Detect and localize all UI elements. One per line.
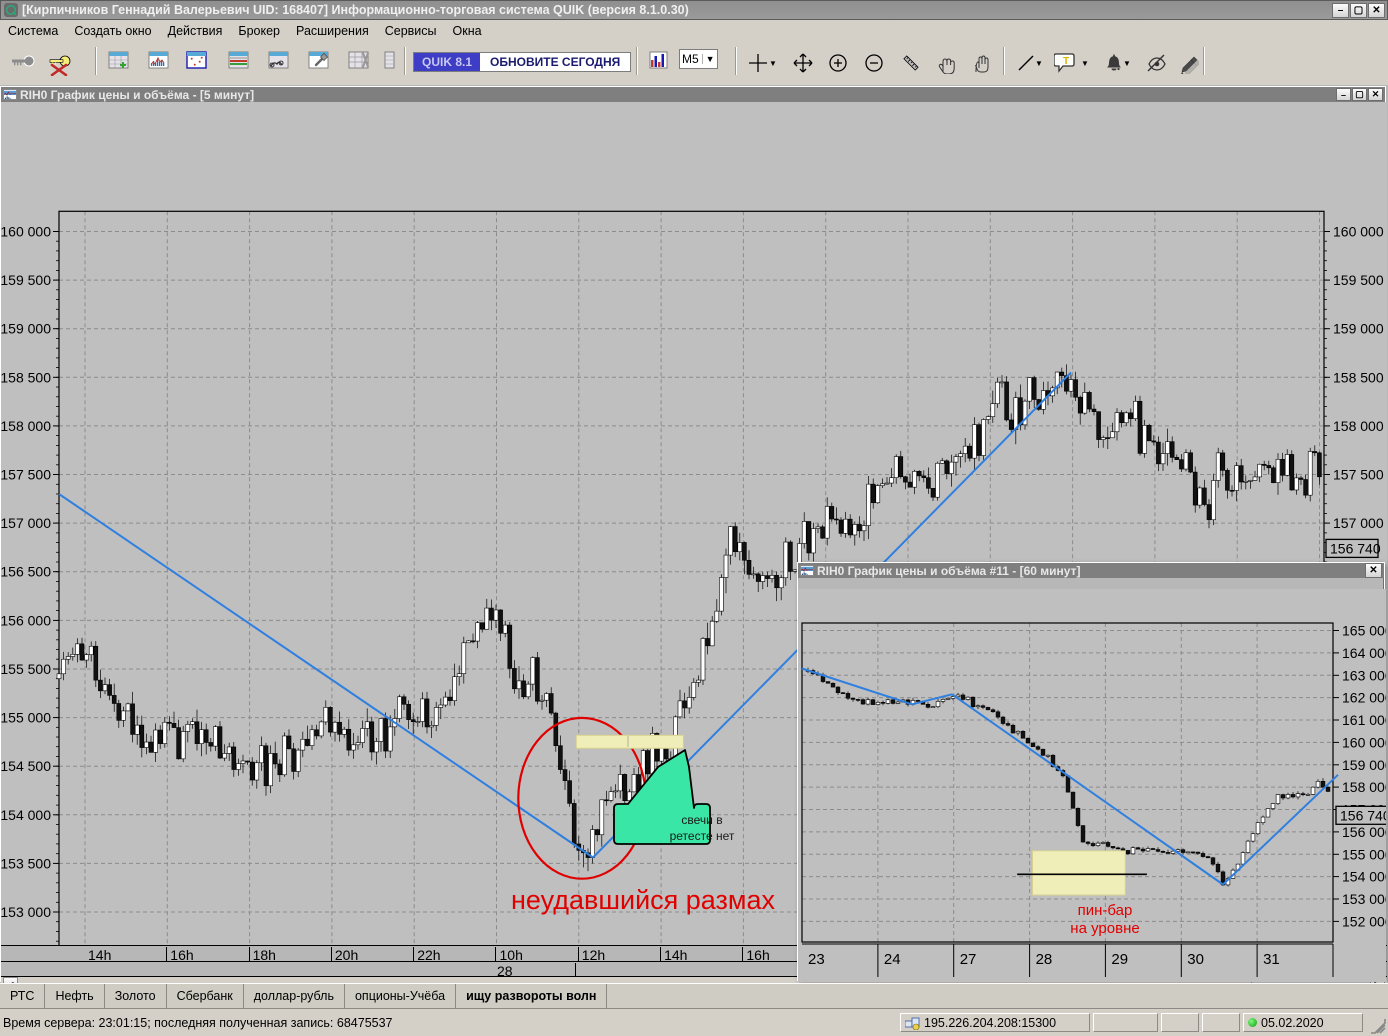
svg-text:160 000: 160 000 bbox=[1342, 734, 1386, 750]
svg-text:163 000: 163 000 bbox=[1342, 667, 1386, 683]
svg-text:свечи в: свечи в bbox=[681, 813, 722, 827]
svg-text:154 000: 154 000 bbox=[1342, 869, 1386, 885]
svg-text:27: 27 bbox=[960, 951, 977, 968]
svg-text:156 500: 156 500 bbox=[1, 564, 51, 580]
svg-text:157 000: 157 000 bbox=[1, 515, 51, 531]
svg-text:156 000: 156 000 bbox=[1342, 824, 1386, 840]
svg-text:153 000: 153 000 bbox=[1, 904, 51, 920]
svg-text:164 000: 164 000 bbox=[1342, 645, 1386, 661]
svg-text:157 500: 157 500 bbox=[1333, 467, 1384, 483]
svg-text:31: 31 bbox=[1263, 951, 1280, 968]
svg-text:156 740: 156 740 bbox=[1340, 807, 1386, 823]
svg-text:156 000: 156 000 bbox=[1, 612, 51, 628]
svg-text:пин-бар: пин-бар bbox=[1078, 902, 1133, 919]
svg-text:неудавшийся размах: неудавшийся размах bbox=[511, 885, 775, 915]
svg-text:158 500: 158 500 bbox=[1, 369, 51, 385]
svg-text:165 000: 165 000 bbox=[1342, 623, 1386, 639]
svg-text:155 000: 155 000 bbox=[1342, 846, 1386, 862]
svg-text:162 000: 162 000 bbox=[1342, 690, 1386, 706]
svg-text:161 000: 161 000 bbox=[1342, 712, 1386, 728]
svg-text:160 000: 160 000 bbox=[1333, 224, 1384, 240]
svg-text:157 000: 157 000 bbox=[1333, 515, 1384, 531]
svg-text:160 000: 160 000 bbox=[1, 224, 51, 240]
svg-text:155 000: 155 000 bbox=[1, 710, 51, 726]
svg-text:158 500: 158 500 bbox=[1333, 369, 1384, 385]
svg-text:155 500: 155 500 bbox=[1, 661, 51, 677]
svg-text:159 000: 159 000 bbox=[1342, 757, 1386, 773]
svg-text:30: 30 bbox=[1187, 951, 1204, 968]
svg-text:157 500: 157 500 bbox=[1, 467, 51, 483]
svg-text:154 500: 154 500 bbox=[1, 758, 51, 774]
svg-text:158 000: 158 000 bbox=[1333, 418, 1384, 434]
svg-text:156 740: 156 740 bbox=[1330, 540, 1381, 556]
svg-text:29: 29 bbox=[1111, 951, 1128, 968]
svg-text:23: 23 bbox=[808, 951, 825, 968]
svg-text:158 000: 158 000 bbox=[1342, 779, 1386, 795]
svg-text:154 000: 154 000 bbox=[1, 807, 51, 823]
svg-text:24: 24 bbox=[884, 951, 901, 968]
svg-text:ретесте нет: ретесте нет bbox=[670, 829, 735, 843]
svg-text:28: 28 bbox=[1036, 951, 1053, 968]
svg-text:158 000: 158 000 bbox=[1, 418, 51, 434]
svg-text:159 000: 159 000 bbox=[1, 321, 51, 337]
svg-text:159 500: 159 500 bbox=[1, 272, 51, 288]
svg-text:на уровне: на уровне bbox=[1070, 920, 1139, 937]
svg-text:159 500: 159 500 bbox=[1333, 272, 1384, 288]
svg-text:152 000: 152 000 bbox=[1342, 913, 1386, 929]
svg-text:159 000: 159 000 bbox=[1333, 321, 1384, 337]
svg-text:153 000: 153 000 bbox=[1342, 891, 1386, 907]
svg-text:T: T bbox=[1063, 56, 1069, 67]
svg-text:153 500: 153 500 bbox=[1, 855, 51, 871]
